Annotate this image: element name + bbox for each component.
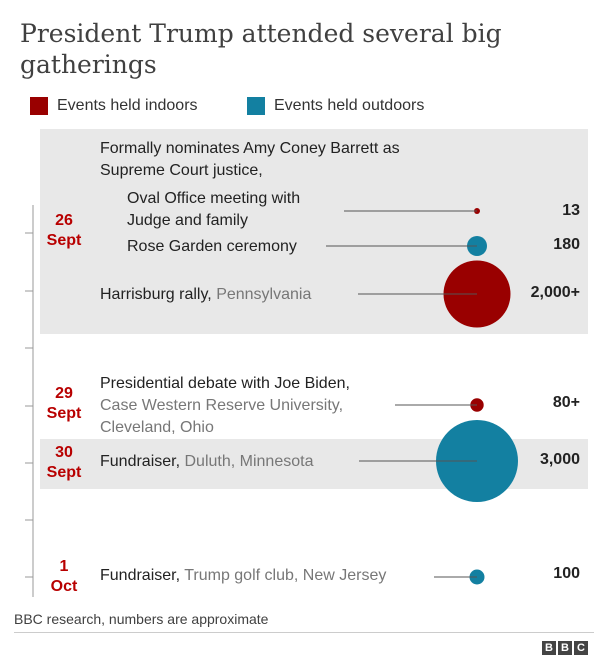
bbc-logo-letter: C xyxy=(574,641,588,655)
event-label-rose-garden: Rose Garden ceremony xyxy=(127,238,297,255)
event-label-harrisburg: Harrisburg rally, Pennsylvania xyxy=(100,284,311,306)
event-label-golf-club: Fundraiser, Trump golf club, New Jersey xyxy=(100,565,386,587)
value-label-golf-club: 100 xyxy=(553,565,580,582)
date-day: 30 xyxy=(55,444,73,461)
date-month: Oct xyxy=(50,578,78,595)
legend-outdoor-swatch xyxy=(247,97,265,115)
event-name: Harrisburg rally, xyxy=(100,286,212,303)
source-note: BBC research, numbers are approximate xyxy=(14,611,269,627)
legend-indoor: Events held indoors xyxy=(30,95,198,117)
event-label-debate: Presidential debate with Joe Biden, Case… xyxy=(100,373,395,439)
value-label-rose-garden: 180 xyxy=(553,236,580,253)
legend-indoor-label: Events held indoors xyxy=(57,97,198,114)
event-location: Case Western Reserve University, Clevela… xyxy=(100,397,344,436)
group-note: Formally nominates Amy Coney Barrett as … xyxy=(100,140,400,179)
date-30-sept: 30 Sept xyxy=(34,443,94,483)
date-day: 26 xyxy=(55,212,73,229)
date-29-sept: 29 Sept xyxy=(34,384,94,424)
bbc-logo-letter: B xyxy=(558,641,572,655)
date-day: 29 xyxy=(55,385,73,402)
value-label-debate: 80+ xyxy=(552,394,580,411)
event-location: Pennsylvania xyxy=(216,286,312,303)
date-month: Sept xyxy=(46,405,82,422)
event-label-oval-office: Oval Office meeting with Judge and famil… xyxy=(127,190,301,229)
legend-indoor-swatch xyxy=(30,97,48,115)
footer-divider xyxy=(14,632,594,633)
chart-title: President Trump attended several big gat… xyxy=(20,19,502,79)
date-1-oct: 1 Oct xyxy=(34,557,94,597)
bubbles xyxy=(436,208,518,585)
event-label-duluth: Fundraiser, Duluth, Minnesota xyxy=(100,451,313,473)
value-label-harrisburg: 2,000+ xyxy=(530,284,580,301)
bbc-logo: B B C xyxy=(542,641,588,655)
leader-lines xyxy=(326,210,477,578)
event-name: Fundraiser, xyxy=(100,567,181,584)
event-name: Fundraiser, xyxy=(100,453,181,470)
date-day: 1 xyxy=(59,558,69,575)
legend-outdoor-label: Events held outdoors xyxy=(274,97,425,114)
date-26-sept: 26 Sept xyxy=(34,211,94,251)
bbc-logo-letter: B xyxy=(542,641,556,655)
value-label-oval-office: 13 xyxy=(562,202,580,219)
date-month: Sept xyxy=(46,232,82,249)
event-location: Duluth, Minnesota xyxy=(184,453,314,470)
event-location: Trump golf club, New Jersey xyxy=(184,567,387,584)
date-month: Sept xyxy=(46,464,82,481)
timeline-ticks xyxy=(25,232,33,578)
event-name: Presidential debate with Joe Biden, xyxy=(100,375,350,392)
legend-outdoor: Events held outdoors xyxy=(247,95,424,117)
value-label-duluth: 3,000 xyxy=(539,451,580,468)
